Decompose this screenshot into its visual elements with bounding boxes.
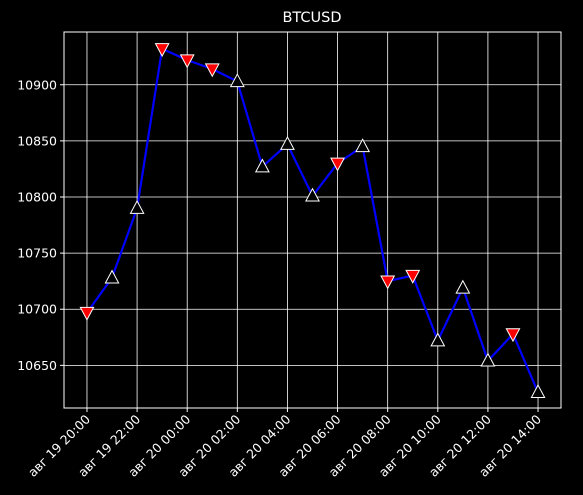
plot-frame [63, 31, 562, 409]
up-triangle-marker [254, 158, 270, 173]
chart-title: BTCUSD [282, 10, 341, 26]
up-triangle-marker [530, 384, 546, 398]
up-triangle-marker [229, 73, 245, 88]
y-tick-label: 10700 [17, 302, 57, 317]
y-tick-label: 10650 [17, 358, 57, 373]
down-triangle-marker [380, 275, 396, 290]
up-triangle-marker [430, 332, 446, 347]
down-triangle-marker [179, 54, 195, 69]
y-tick-label: 10900 [17, 77, 57, 92]
up-triangle-marker [480, 352, 496, 367]
down-triangle-marker [405, 269, 421, 284]
down-triangle-marker [505, 328, 521, 343]
grid-layer [64, 32, 561, 408]
up-triangle-marker [104, 269, 120, 284]
up-triangle-marker [455, 279, 471, 294]
down-triangle-marker [79, 306, 95, 321]
down-triangle-marker [204, 63, 220, 78]
down-triangle-marker [330, 157, 346, 172]
y-tick-label: 10750 [17, 246, 57, 261]
y-tick-label: 10800 [17, 189, 57, 204]
up-triangle-marker [305, 187, 320, 202]
y-tick-label: 10850 [17, 133, 57, 148]
up-triangle-marker [355, 138, 371, 153]
up-triangle-marker [279, 135, 295, 150]
y-axis: 10650 10700 10750 10800 10850 10900 [17, 77, 64, 373]
up-triangle-marker [129, 199, 145, 214]
down-triangle-marker [154, 43, 170, 58]
series-layer [79, 43, 546, 398]
